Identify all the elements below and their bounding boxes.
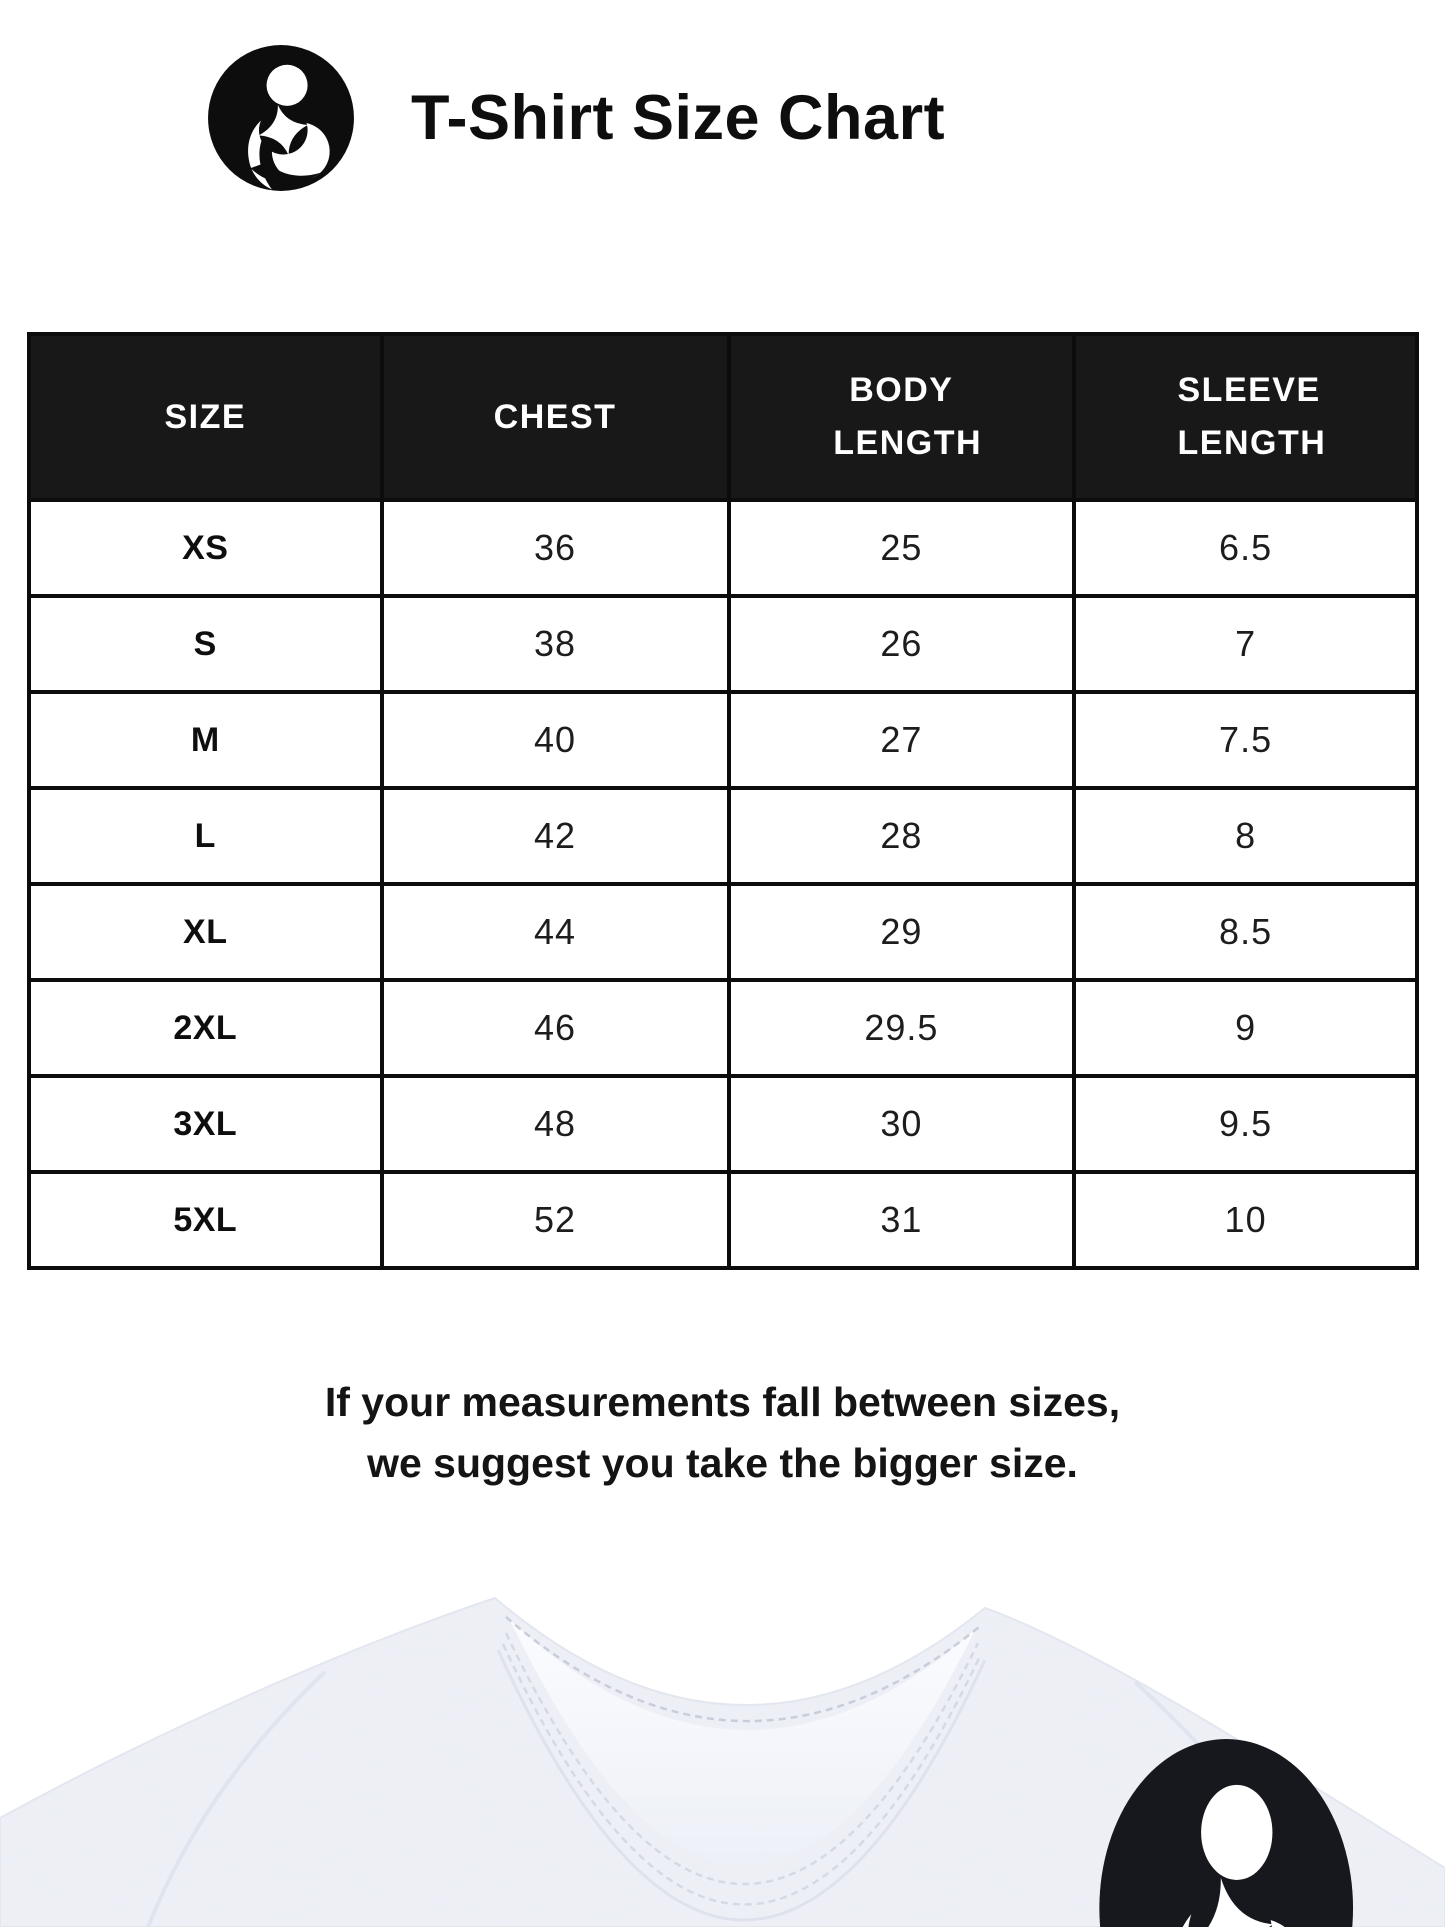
column-header-sleeve-length: SLEEVE LENGTH [1072,332,1419,502]
front-collar-stitch-2 [501,1643,983,1906]
chest-value-cell: 46 [379,978,731,1078]
chest-value-cell: 38 [379,594,731,694]
sleeve-length-value-cell: 8.5 [1072,882,1419,982]
size-label-cell: 5XL [27,1170,384,1270]
table-row-l: L 42 28 8 [27,786,1419,886]
body-length-value-cell: 31 [726,1170,1077,1270]
column-header-body-length: BODY LENGTH [726,332,1077,502]
sleeve-length-value-cell: 7 [1072,594,1419,694]
chest-value-cell: 44 [379,882,731,982]
table-row-m: M 40 27 7.5 [27,690,1419,790]
chest-value-cell: 52 [379,1170,731,1270]
chest-value-cell: 40 [379,690,731,790]
column-header-size: SIZE [27,332,384,502]
sleeve-length-value-cell: 8 [1072,786,1419,886]
table-row-3xl: 3XL 48 30 9.5 [27,1074,1419,1174]
table-row-xl: XL 44 29 8.5 [27,882,1419,982]
body-length-value-cell: 27 [726,690,1077,790]
body-length-value-cell: 26 [726,594,1077,694]
column-header-chest: CHEST [379,332,731,502]
size-label-cell: L [27,786,384,886]
sleeve-length-value-cell: 6.5 [1072,498,1419,598]
sleeve-length-value-cell: 7.5 [1072,690,1419,790]
size-label-cell: 2XL [27,978,384,1078]
left-sleeve-seam [146,1670,327,1927]
tshirt-collar-photo [0,1560,1445,1927]
sleeve-length-value-cell: 10 [1072,1170,1419,1270]
size-label-cell: M [27,690,384,790]
size-label-cell: XS [27,498,384,598]
front-collar-edge [496,1649,987,1922]
tshirt-illustration [0,1596,1445,1927]
table-row-xs: XS 36 25 6.5 [27,498,1419,598]
size-label-cell: 3XL [27,1074,384,1174]
header: T-Shirt Size Chart [205,42,945,194]
body-length-value-cell: 30 [726,1074,1077,1174]
sleeve-length-value-cell: 9.5 [1072,1074,1419,1174]
note-line-1: If your measurements fall between sizes, [324,1379,1121,1425]
page-title: T-Shirt Size Chart [411,83,946,153]
neck-opening [510,1620,975,1866]
size-label-cell: XL [27,882,384,982]
chest-value-cell: 42 [379,786,731,886]
body-length-value-cell: 25 [726,498,1077,598]
note-line-2: we suggest you take the bigger size. [367,1439,1078,1486]
chest-value-cell: 48 [379,1074,731,1174]
table-row-s: S 38 26 7 [27,594,1419,694]
body-length-value-cell: 28 [726,786,1077,886]
size-chart-table: SIZE CHEST BODY LENGTH SLEEVE LENGTH XS … [27,332,1419,1270]
body-length-value-cell: 29 [726,882,1077,982]
table-row-5xl: 5XL 52 31 10 [27,1170,1419,1270]
brand-logo-icon [205,42,357,194]
table-header-row: SIZE CHEST BODY LENGTH SLEEVE LENGTH [27,332,1419,502]
body-length-value-cell: 29.5 [726,978,1077,1078]
size-label-cell: S [27,594,384,694]
sleeve-length-value-cell: 9 [1072,978,1419,1078]
table-row-2xl: 2XL 46 29.5 9 [27,978,1419,1078]
chest-value-cell: 36 [379,498,731,598]
sizing-note: If your measurements fall between sizes,… [0,1372,1445,1493]
